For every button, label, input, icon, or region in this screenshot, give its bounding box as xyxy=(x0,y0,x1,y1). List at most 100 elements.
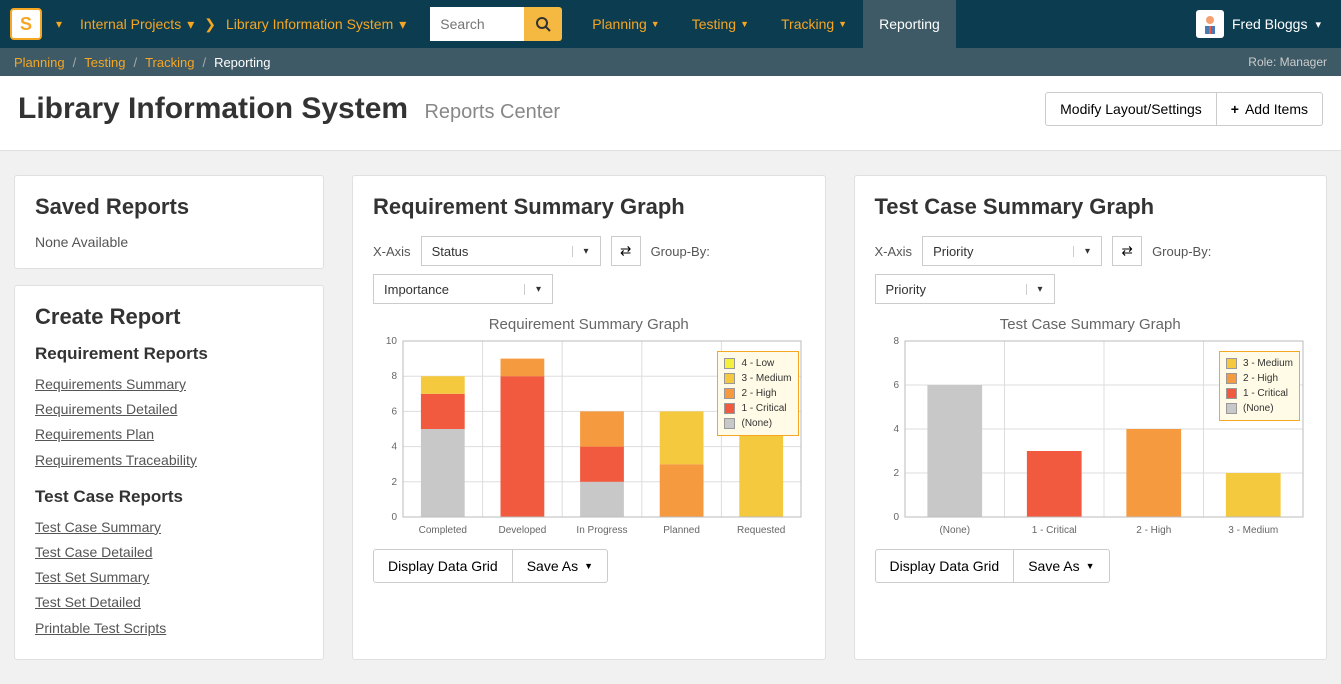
create-report-panel: Create Report Requirement Reports Require… xyxy=(14,285,324,660)
swap-icon: ⇄ xyxy=(1121,243,1132,259)
chart2-xaxis-select[interactable]: Priority ▾ xyxy=(922,236,1102,266)
breadcrumb-bar: Planning / Testing / Tracking / Reportin… xyxy=(0,48,1341,76)
legend-item: (None) xyxy=(1226,401,1293,416)
svg-text:Completed: Completed xyxy=(419,525,467,536)
sidebar: Saved Reports None Available Create Repo… xyxy=(14,175,324,660)
chart1-xaxis-label: X-Axis xyxy=(373,244,411,259)
content-area: Saved Reports None Available Create Repo… xyxy=(0,151,1341,684)
caret-down-icon: ▼ xyxy=(740,19,749,29)
modify-layout-button[interactable]: Modify Layout/Settings xyxy=(1045,92,1217,126)
chart2-inner-title: Test Case Summary Graph xyxy=(875,316,1307,333)
project-selector[interactable]: Library Information System ▾ xyxy=(216,16,416,33)
saved-reports-title: Saved Reports xyxy=(35,194,303,220)
report-section-title: Requirement Reports xyxy=(35,344,303,364)
page-subtitle: Reports Center xyxy=(424,101,560,123)
breadcrumb-testing[interactable]: Testing xyxy=(84,55,125,70)
report-link[interactable]: Test Case Detailed xyxy=(35,540,303,565)
svg-text:0: 0 xyxy=(893,512,899,523)
report-section-title: Test Case Reports xyxy=(35,487,303,507)
chart1-groupby-label: Group-By: xyxy=(651,244,710,259)
svg-text:Requested: Requested xyxy=(737,525,785,536)
report-link[interactable]: Requirements Detailed xyxy=(35,397,303,422)
nav-separator-icon: ❯ xyxy=(204,16,216,33)
chevron-down-icon: ▾ xyxy=(572,246,600,257)
user-name: Fred Bloggs xyxy=(1232,16,1307,32)
svg-text:0: 0 xyxy=(391,512,397,523)
search-button[interactable] xyxy=(524,7,562,41)
search-input[interactable] xyxy=(430,7,524,41)
role-label: Role: Manager xyxy=(1248,55,1327,69)
chart2-swap-button[interactable]: ⇄ xyxy=(1112,236,1142,266)
chevron-down-icon: ▾ xyxy=(1315,18,1321,31)
chevron-down-icon: ▾ xyxy=(187,16,194,33)
caret-down-icon: ▼ xyxy=(584,561,593,571)
chart1-legend: 4 - Low3 - Medium2 - High1 - Critical(No… xyxy=(717,351,798,436)
nav-reporting[interactable]: Reporting xyxy=(863,0,956,48)
chart1-xaxis-select[interactable]: Status ▾ xyxy=(421,236,601,266)
user-menu[interactable]: Fred Bloggs ▾ xyxy=(1186,10,1331,38)
chart1-data-grid-button[interactable]: Display Data Grid xyxy=(373,549,513,583)
caret-down-icon: ▼ xyxy=(1086,561,1095,571)
nav-planning[interactable]: Planning▼ xyxy=(576,0,675,48)
chart1-title: Requirement Summary Graph xyxy=(373,194,805,220)
legend-item: 2 - High xyxy=(724,386,791,401)
svg-text:4: 4 xyxy=(391,442,397,453)
svg-text:8: 8 xyxy=(893,337,899,347)
chevron-down-icon: ▾ xyxy=(524,284,552,295)
svg-text:(None): (None) xyxy=(939,525,970,536)
report-link[interactable]: Requirements Summary xyxy=(35,372,303,397)
page-title: Library Information System Reports Cente… xyxy=(18,92,560,126)
caret-down-icon: ▼ xyxy=(651,19,660,29)
nav-testing[interactable]: Testing▼ xyxy=(676,0,765,48)
report-link[interactable]: Printable Test Scripts xyxy=(35,616,303,641)
search-wrap xyxy=(430,7,562,41)
svg-text:2: 2 xyxy=(893,468,899,479)
chart2-save-as-button[interactable]: Save As ▼ xyxy=(1014,549,1109,583)
chart2-groupby-select[interactable]: Priority ▾ xyxy=(875,274,1055,304)
chart1-swap-button[interactable]: ⇄ xyxy=(611,236,641,266)
chevron-down-icon: ▾ xyxy=(399,16,406,33)
saved-reports-panel: Saved Reports None Available xyxy=(14,175,324,269)
search-icon xyxy=(535,16,551,32)
legend-item: 2 - High xyxy=(1226,371,1293,386)
legend-item: 1 - Critical xyxy=(1226,386,1293,401)
legend-item: 4 - Low xyxy=(724,356,791,371)
breadcrumb-tracking[interactable]: Tracking xyxy=(145,55,194,70)
report-link[interactable]: Test Case Summary xyxy=(35,515,303,540)
add-items-button[interactable]: + Add Items xyxy=(1217,92,1323,126)
chevron-down-icon: ▾ xyxy=(1026,284,1054,295)
report-link[interactable]: Test Set Detailed xyxy=(35,590,303,615)
logo-chevron-icon[interactable]: ▾ xyxy=(48,17,70,31)
page-header: Library Information System Reports Cente… xyxy=(0,76,1341,151)
breadcrumb-planning[interactable]: Planning xyxy=(14,55,65,70)
report-link[interactable]: Requirements Traceability xyxy=(35,448,303,473)
svg-text:2: 2 xyxy=(391,477,397,488)
app-logo[interactable]: S xyxy=(10,8,42,40)
breadcrumb-sep: / xyxy=(133,55,137,70)
testcase-chart-panel: Test Case Summary Graph X-Axis Priority … xyxy=(854,175,1328,660)
caret-down-icon: ▼ xyxy=(838,19,847,29)
svg-text:Planned: Planned xyxy=(663,525,700,536)
nav-tracking[interactable]: Tracking▼ xyxy=(765,0,863,48)
workspace-selector[interactable]: Internal Projects ▾ xyxy=(70,16,204,33)
chart1-area: 0246810CompletedDevelopedIn ProgressPlan… xyxy=(373,337,805,537)
nav-menu: Planning▼ Testing▼ Tracking▼ Reporting xyxy=(576,0,956,48)
report-link[interactable]: Requirements Plan xyxy=(35,422,303,447)
chart2-xaxis-label: X-Axis xyxy=(875,244,913,259)
legend-item: 3 - Medium xyxy=(1226,356,1293,371)
legend-item: 1 - Critical xyxy=(724,401,791,416)
svg-text:4: 4 xyxy=(893,424,899,435)
breadcrumb-sep: / xyxy=(73,55,77,70)
chart1-save-as-button[interactable]: Save As ▼ xyxy=(513,549,608,583)
chart2-groupby-label: Group-By: xyxy=(1152,244,1211,259)
chart1-groupby-select[interactable]: Importance ▾ xyxy=(373,274,553,304)
chart2-data-grid-button[interactable]: Display Data Grid xyxy=(875,549,1015,583)
main-area: Requirement Summary Graph X-Axis Status … xyxy=(352,175,1327,660)
create-report-title: Create Report xyxy=(35,304,303,330)
report-link[interactable]: Test Set Summary xyxy=(35,565,303,590)
svg-text:Developed: Developed xyxy=(498,525,546,536)
avatar xyxy=(1196,10,1224,38)
svg-text:2 - High: 2 - High xyxy=(1136,525,1171,536)
legend-item: 3 - Medium xyxy=(724,371,791,386)
swap-icon: ⇄ xyxy=(620,243,631,259)
